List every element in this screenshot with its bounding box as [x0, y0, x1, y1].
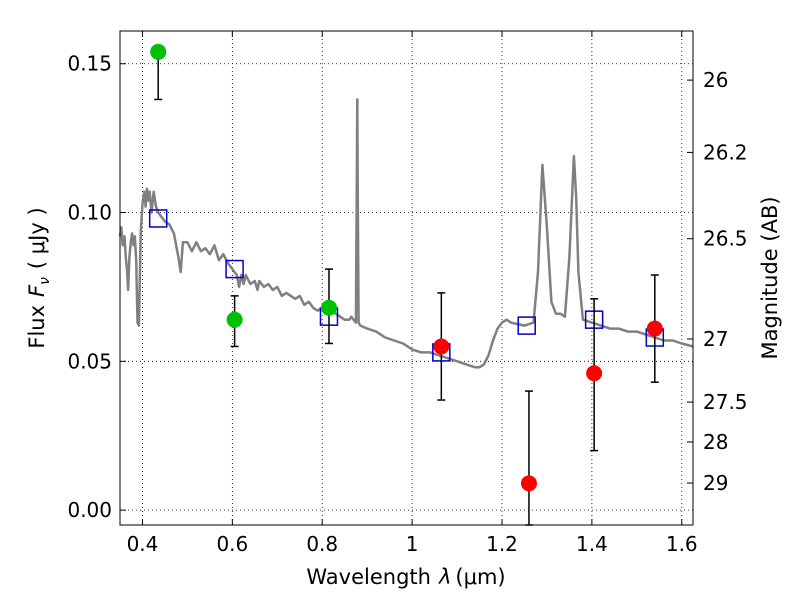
model-photometry-square	[517, 316, 536, 335]
observed-photometry-layer	[150, 43, 663, 492]
y-axis-label: FluxFν( μJy )	[25, 207, 53, 348]
observed-photometry-point	[226, 311, 243, 328]
y-tick-label: 0.10	[67, 201, 112, 225]
y2-tick-label: 26.5	[703, 227, 748, 251]
x-tick-label: 1.2	[486, 532, 518, 556]
x-axis-label: Wavelength λ (μm)	[306, 565, 505, 589]
model-spectrum-layer	[118, 98, 694, 369]
x-axis: 0.4 0.6 0.8 1 1.2 1.4 1.6	[127, 31, 698, 556]
observed-photometry-point	[320, 299, 337, 316]
model-photometry-square	[148, 209, 168, 228]
observed-photometry-point	[586, 365, 603, 382]
model-spectrum-line	[118, 98, 694, 369]
y2-tick-label: 29	[703, 471, 728, 495]
y2-tick-label: 28	[703, 430, 728, 454]
x-tick-label: 1.6	[666, 532, 698, 556]
y-axis-left: 0.00 0.05 0.10 0.15	[67, 52, 126, 522]
observed-photometry-point	[150, 43, 167, 60]
y-tick-label: 0.15	[67, 52, 112, 76]
y2-tick-label: 26	[703, 68, 728, 92]
y2-tick-label: 27	[703, 327, 728, 351]
y2-axis-label: Magnitude (AB)	[758, 196, 782, 359]
y2-tick-label: 27.5	[703, 390, 748, 414]
x-tick-label: 0.6	[216, 532, 248, 556]
model-photometry-layer	[148, 209, 665, 362]
y-tick-label: 0.05	[67, 349, 112, 373]
observed-photometry-point	[520, 475, 537, 492]
x-tick-label: 0.8	[306, 532, 338, 556]
plot-frame	[119, 30, 694, 526]
y-tick-label: 0.00	[67, 498, 112, 522]
y2-tick-label: 26.2	[703, 140, 748, 164]
error-bars-layer	[154, 51, 659, 526]
grid	[120, 31, 693, 525]
observed-photometry-point	[433, 338, 450, 355]
observed-photometry-point	[646, 320, 663, 337]
x-tick-label: 1.4	[576, 532, 608, 556]
y-axis-right: 26 26.2 26.5 27 27.5 28 29	[687, 68, 748, 495]
x-tick-label: 0.4	[127, 532, 159, 556]
model-photometry-square	[225, 259, 244, 279]
x-tick-label: 1	[406, 532, 419, 556]
